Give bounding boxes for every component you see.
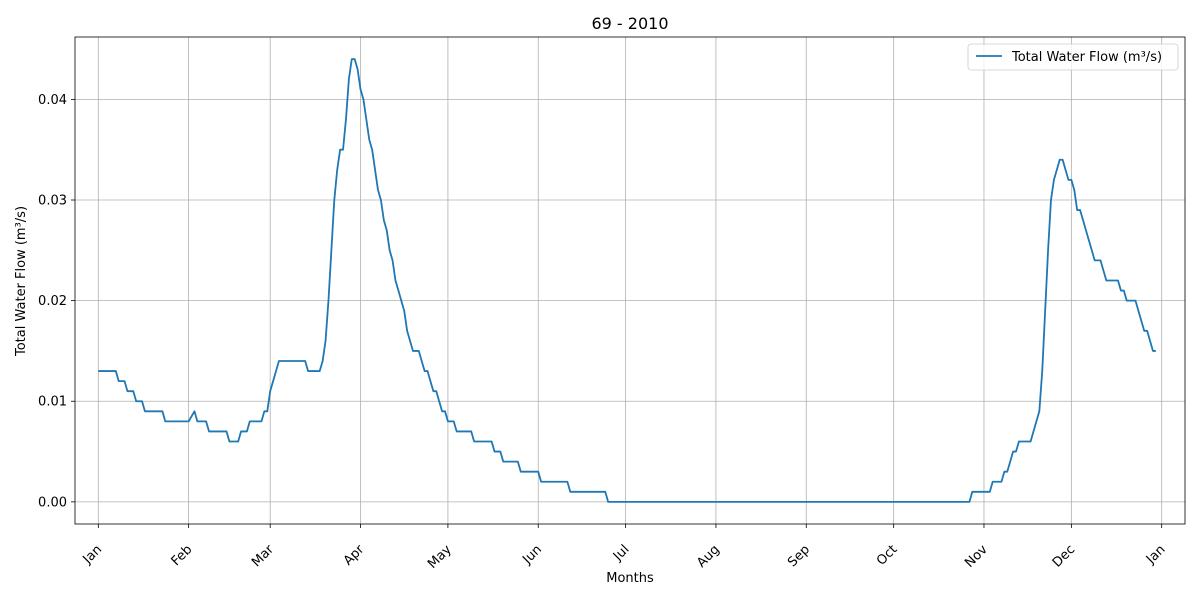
chart-title: 69 - 2010 <box>591 14 668 33</box>
x-axis-label: Months <box>606 571 654 586</box>
y-tick-label: 0.03 <box>38 194 67 209</box>
y-tick-label: 0.02 <box>38 294 67 309</box>
y-tick-label: 0.04 <box>38 93 67 108</box>
y-tick-label: 0.00 <box>38 495 67 510</box>
y-axis-ticks: 0.00 0.01 0.02 0.03 0.04 <box>38 93 75 510</box>
series-line <box>98 58 1156 503</box>
y-axis-label: Total Water Flow (m³/s) <box>14 206 29 357</box>
legend: Total Water Flow (m³/s) <box>967 43 1179 71</box>
legend-box <box>967 43 1179 71</box>
y-tick-label: 0.01 <box>38 395 67 410</box>
legend-label: Total Water Flow (m³/s) <box>1011 50 1162 65</box>
plot-area-frame <box>74 36 1186 525</box>
plot-series <box>98 58 1156 503</box>
